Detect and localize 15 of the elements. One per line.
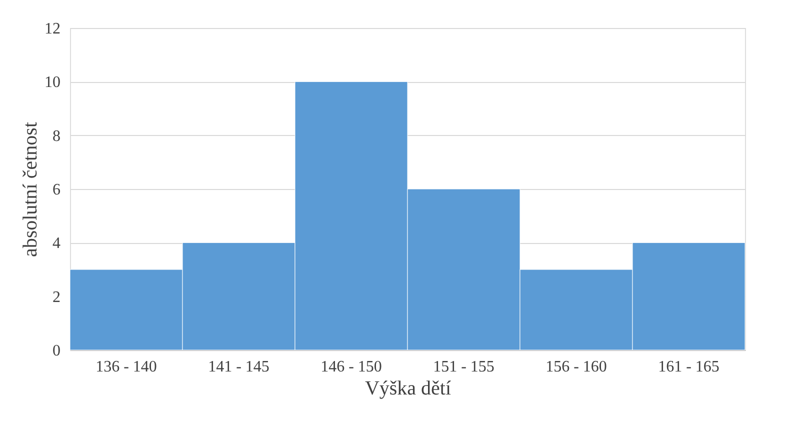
y-tick-label: 2 bbox=[52, 288, 60, 306]
y-tick-label: 10 bbox=[44, 74, 60, 92]
x-tick-label: 146 - 150 bbox=[320, 358, 382, 376]
x-tick-label: 156 - 160 bbox=[546, 358, 607, 376]
y-tick-label: 12 bbox=[44, 20, 60, 38]
x-tick-label: 161 - 165 bbox=[658, 358, 720, 376]
x-tick-label: 151 - 155 bbox=[433, 358, 494, 376]
y-axis-title: absolutní četnost bbox=[20, 122, 42, 257]
y-tick-label: 4 bbox=[52, 235, 60, 252]
x-tick-label: 141 - 145 bbox=[208, 358, 270, 376]
y-tick-label: 6 bbox=[52, 182, 60, 198]
x-axis-title: Výška dětí bbox=[364, 378, 452, 400]
y-tick-label: 8 bbox=[52, 128, 60, 145]
x-tick-label: 136 - 140 bbox=[96, 358, 157, 376]
y-tick-label: 0 bbox=[52, 342, 60, 360]
